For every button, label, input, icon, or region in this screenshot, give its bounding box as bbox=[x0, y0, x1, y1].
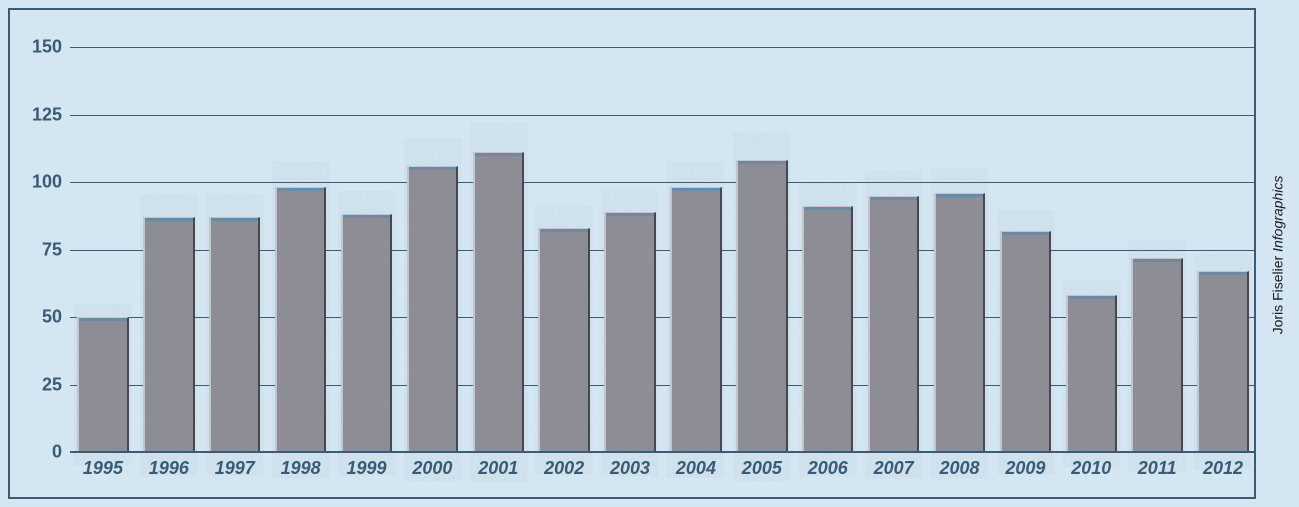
bar bbox=[1000, 231, 1051, 452]
x-tick-label: 1997 bbox=[215, 458, 255, 479]
x-tick-label: 2001 bbox=[478, 458, 518, 479]
bar-top-highlight bbox=[343, 215, 390, 218]
y-tick-label: 0 bbox=[10, 442, 62, 463]
y-tick-label: 150 bbox=[10, 37, 62, 58]
bar-top-highlight bbox=[211, 218, 258, 221]
x-tick-label: 2002 bbox=[544, 458, 584, 479]
x-axis-line bbox=[70, 451, 1256, 453]
bar bbox=[341, 214, 392, 452]
x-tick-label: 2010 bbox=[1071, 458, 1111, 479]
bar bbox=[1066, 295, 1117, 452]
bar-top-highlight bbox=[475, 153, 522, 156]
y-tick-label: 25 bbox=[10, 374, 62, 395]
chart-frame: 0 25 50 75 100 125 150 1995 1996 1997 1998 1999 200… bbox=[0, 0, 1299, 507]
x-tick-label: 2009 bbox=[1005, 458, 1045, 479]
x-tick-label: 2008 bbox=[939, 458, 979, 479]
bar bbox=[473, 152, 524, 452]
bar bbox=[670, 187, 721, 452]
bar-top-highlight bbox=[936, 194, 983, 197]
bar-top-highlight bbox=[804, 207, 851, 210]
bar bbox=[209, 217, 260, 452]
bar-top-highlight bbox=[409, 167, 456, 170]
x-tick-label: 2012 bbox=[1203, 458, 1243, 479]
bar-top-highlight bbox=[277, 188, 324, 191]
y-tick-label: 50 bbox=[10, 307, 62, 328]
bar-top-highlight bbox=[1002, 232, 1049, 235]
bar-top-highlight bbox=[79, 318, 126, 321]
x-tick-label: 2005 bbox=[742, 458, 782, 479]
bar bbox=[934, 193, 985, 452]
bar bbox=[143, 217, 194, 452]
bar bbox=[275, 187, 326, 452]
plot-area bbox=[70, 20, 1256, 452]
bar-top-highlight bbox=[1199, 272, 1246, 275]
credit-text: Joris Fiselier Infographics bbox=[1270, 9, 1286, 500]
chart-panel: 0 25 50 75 100 125 150 1995 1996 1997 1998 1999 200… bbox=[8, 8, 1256, 499]
bar bbox=[736, 160, 787, 452]
bar-top-highlight bbox=[1068, 296, 1115, 299]
bar-top-highlight bbox=[738, 161, 785, 164]
credit-infographics: Infographics bbox=[1270, 175, 1286, 251]
bar bbox=[802, 206, 853, 452]
bar bbox=[604, 212, 655, 452]
y-tick-label: 75 bbox=[10, 239, 62, 260]
bar bbox=[407, 166, 458, 452]
x-tick-label: 1995 bbox=[83, 458, 123, 479]
x-tick-label: 2006 bbox=[808, 458, 848, 479]
bar bbox=[868, 196, 919, 453]
bar-top-highlight bbox=[606, 213, 653, 216]
bar bbox=[538, 228, 589, 452]
x-tick-label: 2011 bbox=[1138, 458, 1177, 479]
x-tick-label: 2003 bbox=[610, 458, 650, 479]
bar-top-highlight bbox=[672, 188, 719, 191]
x-tick-label: 2007 bbox=[874, 458, 914, 479]
x-tick-label: 1999 bbox=[346, 458, 386, 479]
bar-top-highlight bbox=[1133, 259, 1180, 262]
y-tick-label: 100 bbox=[10, 172, 62, 193]
y-tick-label: 125 bbox=[10, 104, 62, 125]
credit-author: Joris Fiselier bbox=[1270, 251, 1286, 333]
x-tick-label: 1996 bbox=[149, 458, 189, 479]
bars-layer bbox=[70, 20, 1256, 452]
x-tick-label: 2004 bbox=[676, 458, 716, 479]
x-tick-label: 2000 bbox=[412, 458, 452, 479]
bar-top-highlight bbox=[145, 218, 192, 221]
bar bbox=[1197, 271, 1248, 452]
bar bbox=[1131, 258, 1182, 452]
bar-top-highlight bbox=[540, 229, 587, 232]
x-tick-label: 1998 bbox=[281, 458, 321, 479]
bar-top-highlight bbox=[870, 197, 917, 200]
bar bbox=[77, 317, 128, 452]
